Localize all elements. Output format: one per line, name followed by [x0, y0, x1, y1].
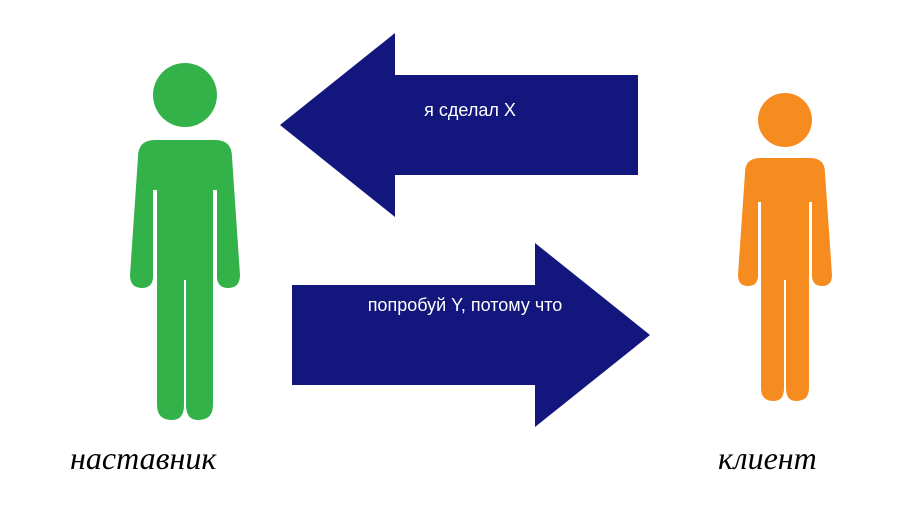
arrow-right-icon — [280, 235, 650, 435]
arrow-bottom-right — [280, 235, 650, 440]
person-icon — [110, 60, 260, 430]
mentor-figure — [110, 60, 260, 435]
client-figure — [720, 90, 850, 415]
arrow-left-icon — [280, 25, 650, 225]
arrow-top-left — [280, 25, 650, 230]
client-label: клиент — [718, 440, 817, 477]
person-icon — [720, 90, 850, 410]
arrow-bottom-text: попробуй Y, потому что — [355, 293, 575, 317]
mentor-label: наставник — [70, 440, 216, 477]
arrow-top-text: я сделал Х — [360, 100, 580, 121]
